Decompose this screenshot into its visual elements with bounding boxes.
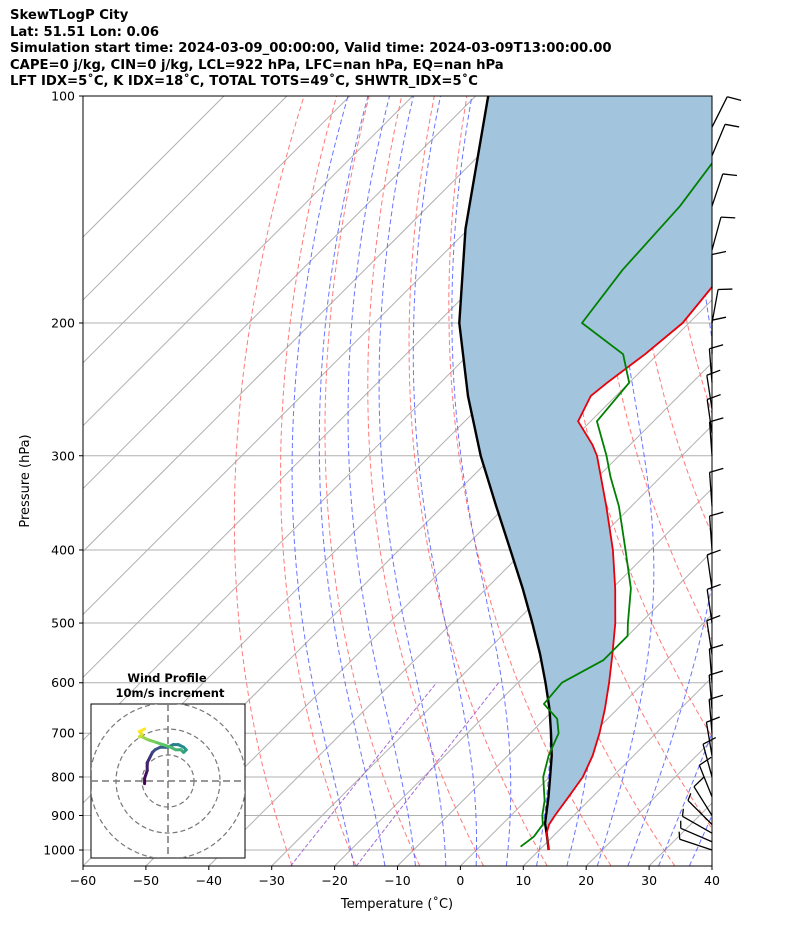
hodograph-title: Wind Profile	[127, 671, 207, 685]
isotherm	[83, 96, 414, 427]
wind-barb	[681, 808, 713, 834]
moist-adiabat	[318, 96, 386, 866]
dry-adiabat	[594, 96, 712, 641]
hodograph-subtitle: 10m/s increment	[116, 686, 225, 700]
wind-barb	[706, 614, 721, 655]
wind-barb	[711, 216, 736, 251]
wind-barb	[706, 583, 721, 624]
moist-adiabat	[627, 96, 712, 866]
time-line: Simulation start time: 2024-03-09_00:00:…	[10, 41, 612, 56]
x-axis-label: Temperature (˚C)	[340, 896, 453, 912]
hodograph-inset: Wind Profile 10m/s increment	[90, 671, 246, 859]
mixing-ratio-line	[355, 682, 499, 866]
wind-barb	[711, 173, 738, 207]
x-tick-label: 10	[515, 873, 531, 888]
isotherm	[522, 676, 712, 866]
wind-barb	[705, 716, 720, 756]
chart-title: SkewTLogP City	[10, 8, 129, 23]
wind-barb	[693, 776, 713, 816]
y-tick-label: 500	[51, 616, 75, 631]
x-tick-label: −20	[321, 873, 347, 888]
dewpoint-profile-line	[520, 161, 712, 848]
x-tick-label: 20	[578, 873, 594, 888]
wind-barb	[706, 549, 721, 589]
y-tick-label: 300	[51, 448, 75, 463]
wind-barb	[680, 820, 713, 843]
x-tick-label: 40	[704, 873, 720, 888]
indices-line-1: CAPE=0 j/kg, CIN=0 j/kg, LCL=922 hPa, LF…	[10, 57, 504, 73]
wind-barb	[711, 123, 740, 156]
wind-barb	[698, 756, 713, 798]
isotherm	[83, 96, 476, 490]
moist-adiabat	[347, 96, 416, 866]
isotherm	[271, 424, 712, 866]
wind-barbs	[678, 96, 742, 851]
y-tick-label: 1000	[43, 843, 75, 858]
isotherm	[775, 96, 794, 866]
wind-barb	[678, 831, 713, 851]
cin-area	[459, 96, 712, 850]
wind-barb	[711, 250, 727, 289]
moist-adiabat	[658, 731, 712, 866]
moist-adiabat	[720, 96, 794, 866]
wind-barb	[708, 467, 724, 507]
location-line: Lat: 51.51 Lon: 0.06	[10, 24, 160, 40]
moist-adiabat	[291, 96, 355, 866]
wind-barb	[706, 369, 721, 409]
x-tick-label: 0	[456, 873, 464, 888]
y-tick-label: 200	[51, 315, 75, 330]
isotherm	[83, 96, 351, 364]
wind-barb	[708, 511, 724, 551]
parcel-profile-line	[458, 96, 553, 851]
dry-adiabat	[448, 96, 612, 866]
wind-barb	[708, 417, 724, 456]
isotherm	[83, 96, 539, 553]
chart-header: SkewTLogP City Lat: 51.51 Lon: 0.06 Simu…	[10, 8, 612, 91]
temperature-profile-line	[545, 285, 712, 851]
y-tick-label: 900	[51, 808, 75, 823]
wind-barb	[706, 393, 721, 434]
moist-adiabat	[596, 96, 655, 866]
isotherm	[334, 487, 712, 866]
isotherm	[397, 550, 712, 866]
dry-adiabat	[280, 96, 357, 866]
x-tick-label: 30	[641, 873, 657, 888]
moist-adiabat	[378, 96, 447, 866]
isotherm	[83, 96, 288, 301]
y-axis: 100 200 300 400 500 600 700 800 900 1000	[43, 89, 83, 858]
dry-adiabat	[367, 96, 485, 866]
wind-barb	[711, 96, 742, 128]
wind-barb	[711, 316, 727, 355]
dry-adiabat	[324, 96, 421, 866]
hodograph-segment	[137, 727, 147, 734]
y-tick-label: 600	[51, 675, 75, 690]
dry-adiabat	[728, 96, 794, 866]
x-axis: −60 −50 −40 −30 −20 −10 0 10 20 30 40	[70, 866, 720, 888]
dry-adiabat	[233, 96, 305, 866]
y-tick-label: 800	[51, 769, 75, 784]
cin-shading	[459, 96, 712, 850]
isotherm	[711, 865, 712, 866]
x-tick-label: −30	[259, 873, 285, 888]
dry-adiabat	[760, 96, 794, 866]
moist-adiabat	[412, 96, 477, 866]
x-tick-label: −50	[133, 873, 159, 888]
y-tick-label: 400	[51, 542, 75, 557]
y-tick-label: 100	[51, 89, 75, 104]
x-tick-label: −40	[196, 873, 222, 888]
x-tick-label: −10	[384, 873, 410, 888]
indices-line-2: LFT IDX=5˚C, K IDX=18˚C, TOTAL TOTS=49˚C…	[10, 74, 478, 89]
x-tick-label: −60	[70, 873, 96, 888]
dry-adiabat	[408, 96, 548, 866]
mixing-ratio-line	[290, 682, 437, 866]
wind-barb	[687, 793, 713, 825]
y-tick-label: 700	[51, 726, 75, 741]
profiles	[458, 96, 712, 851]
y-axis-label: Pressure (hPa)	[18, 434, 33, 527]
wind-barb	[711, 288, 733, 324]
isotherm	[83, 96, 225, 238]
dry-adiabat	[661, 96, 712, 416]
